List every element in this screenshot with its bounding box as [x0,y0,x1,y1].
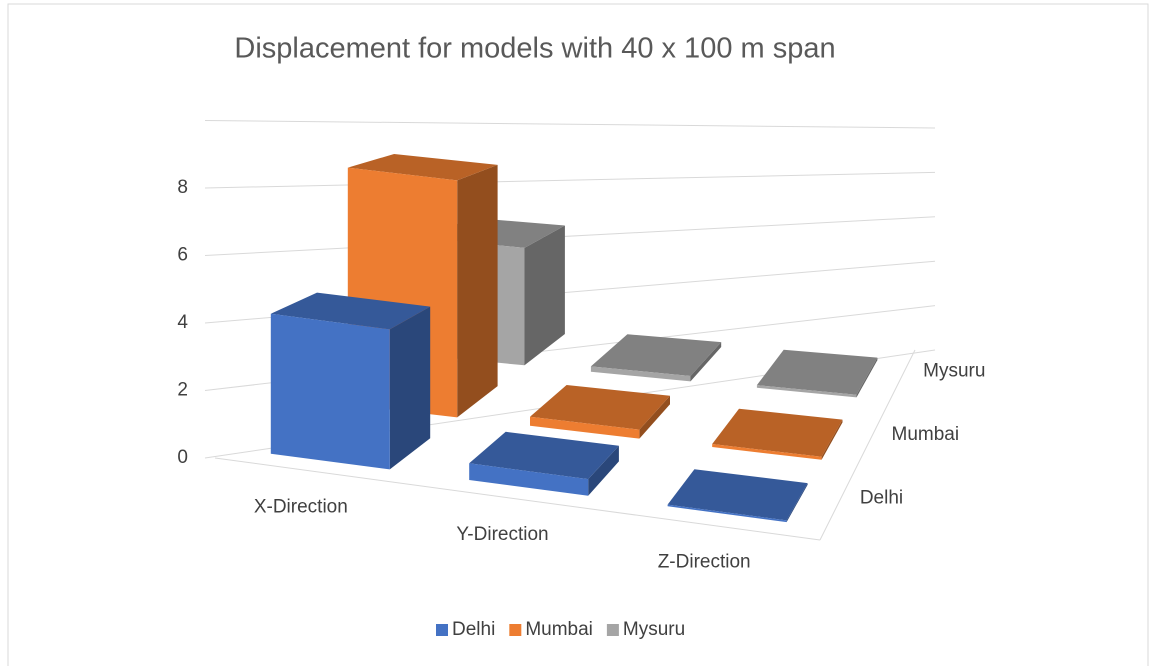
grid-line [204,216,936,256]
grid-line [204,120,936,129]
x-tick-label: Y-Direction [456,524,548,545]
bar-side [389,306,431,470]
bar-side [821,419,843,460]
bar-front [530,416,640,439]
y-tick-label: 6 [177,245,188,266]
z-tick-label: Mumbai [892,424,960,445]
bar-side [690,342,722,382]
bar-front [469,463,589,496]
bar [712,408,843,460]
legend-swatch [509,624,522,636]
y-tick-label: 2 [177,380,188,401]
bar-top [270,292,431,330]
bar-side [639,395,670,439]
y-tick-label: 0 [177,447,188,468]
bar-top [712,408,843,457]
grid-line [204,171,936,189]
bar-front [590,366,691,382]
x-tick-label: X-Direction [254,497,348,518]
bar-top [667,469,808,521]
bar [756,349,878,398]
bar [530,385,670,439]
floor-edge [214,457,821,541]
legend-label: Mysuru [623,619,685,640]
z-tick-label: Delhi [860,487,903,508]
bar-side [524,225,565,366]
bar-front [667,504,787,523]
y-tick-label: 8 [177,177,188,198]
bar [590,334,722,382]
chart-frame [7,3,1149,666]
bar-side [588,445,619,496]
bar [270,292,431,470]
bar-top [530,385,670,430]
z-tick-label: Mysuru [923,361,985,382]
legend-label: Delhi [452,619,495,640]
x-tick-label: Z-Direction [658,551,751,572]
legend-swatch [606,624,619,636]
bar-top [347,154,498,181]
bar-top [590,334,722,376]
bar [469,431,619,496]
legend-swatch [436,624,448,636]
chart-title: Displacement for models with 40 x 100 m … [234,33,835,65]
bar-front [270,313,390,470]
bar-side [786,483,808,523]
bar-front [756,385,857,398]
legend-label: Mumbai [525,619,593,640]
bar [667,469,808,523]
bar-side [856,357,878,398]
bar-top [756,349,878,395]
bar-side [457,164,498,418]
y-tick-label: 4 [177,312,188,333]
bar-front [712,444,822,460]
floor-edge [819,349,916,541]
bar-top [469,431,619,480]
